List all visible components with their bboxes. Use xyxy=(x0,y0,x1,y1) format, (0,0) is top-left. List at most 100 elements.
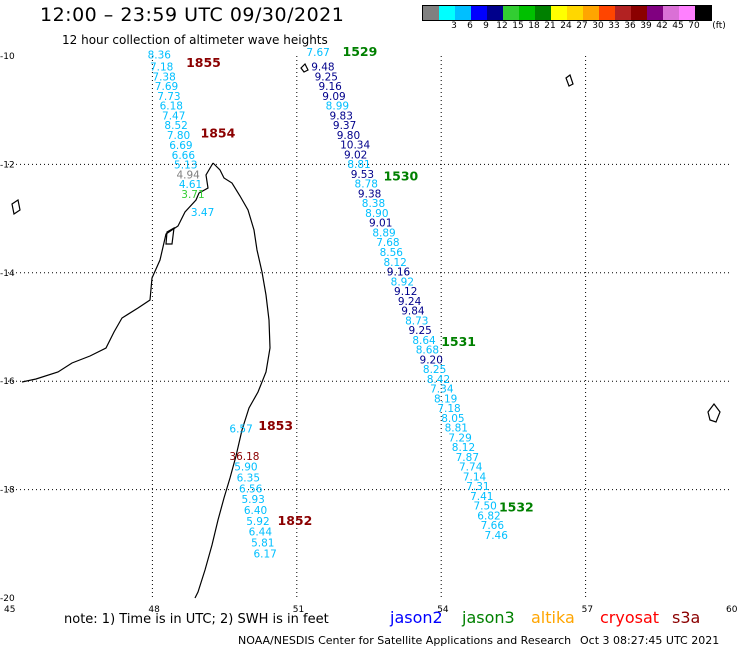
jason3-swh-value[interactable]: 8.92 xyxy=(391,276,414,288)
jason3-swh-value[interactable]: 6.82 xyxy=(477,510,500,522)
lon-tick-label: 48 xyxy=(148,605,160,615)
cryosat-swh-value[interactable]: 6.18 xyxy=(160,101,183,113)
jason3-swh-value[interactable]: 9.84 xyxy=(401,306,425,318)
jason3-swh-value[interactable]: 8.90 xyxy=(365,208,388,220)
cryosat-swh-value[interactable]: 7.47 xyxy=(162,110,185,122)
lat-lon-grid xyxy=(8,56,730,598)
jason3-swh-value[interactable]: 9.02 xyxy=(344,149,367,161)
jason3-swh-value[interactable]: 9.80 xyxy=(337,130,360,142)
jason3-swh-value[interactable]: 7.50 xyxy=(473,501,496,513)
cryosat-swh-value[interactable]: 5.13 xyxy=(174,160,197,172)
cryosat-swh-value[interactable]: 5.81 xyxy=(251,538,274,550)
jason3-swh-value[interactable]: 8.78 xyxy=(355,179,378,191)
jason3-swh-value[interactable]: 8.05 xyxy=(441,413,464,425)
cryosat-swh-value[interactable]: 6.69 xyxy=(169,140,192,152)
color-swatch-label: 9 xyxy=(483,21,489,31)
cryosat-swh-value[interactable]: 6.66 xyxy=(172,150,196,162)
jason3-swh-value[interactable]: 7.18 xyxy=(437,403,460,415)
color-swatch xyxy=(503,6,519,20)
cryosat-swh-value[interactable]: 5.93 xyxy=(241,494,264,506)
lat-tick-label: -14 xyxy=(0,269,15,279)
cryosat-swh-value[interactable]: 7.38 xyxy=(152,71,175,83)
cryosat-swh-value[interactable]: 5.92 xyxy=(246,516,269,528)
color-swatch xyxy=(519,6,535,20)
jason3-swh-value[interactable]: 9.48 xyxy=(311,62,334,74)
jason3-swh-value[interactable]: 7.14 xyxy=(463,471,487,483)
jason3-swh-value[interactable]: 8.89 xyxy=(372,227,395,239)
jason3-swh-value[interactable]: 9.16 xyxy=(318,81,342,93)
jason3-swh-value[interactable]: 9.12 xyxy=(394,286,417,298)
jason3-swh-value[interactable]: 7.41 xyxy=(470,491,493,503)
jason3-swh-value[interactable]: 7.74 xyxy=(459,462,483,474)
cryosat-swh-value[interactable]: 3.71 xyxy=(181,189,204,201)
cryosat-swh-value[interactable]: 7.73 xyxy=(157,91,180,103)
cryosat-swh-value[interactable]: 7.80 xyxy=(167,130,190,142)
jason3-swh-value[interactable]: 8.12 xyxy=(452,442,475,454)
jason3-swh-value[interactable]: 10.34 xyxy=(340,140,370,152)
color-swatch-label: 27 xyxy=(576,21,588,31)
cryosat-swh-value[interactable]: 8.36 xyxy=(148,50,172,62)
jason3-swh-value[interactable]: 7.67 xyxy=(306,47,329,59)
jason3-swh-value[interactable]: 7.46 xyxy=(485,530,509,542)
jason3-swh-value[interactable]: 7.29 xyxy=(448,432,471,444)
pass-time-label: 1855 xyxy=(186,55,221,70)
color-swatch xyxy=(535,6,551,20)
jason3-swh-value[interactable]: 9.25 xyxy=(408,325,431,337)
cryosat-swh-value[interactable]: 7.18 xyxy=(150,62,173,74)
color-swatch-label: 24 xyxy=(560,21,572,31)
jason3-swh-value[interactable]: 9.24 xyxy=(398,296,422,308)
cryosat-swh-value[interactable]: 3.47 xyxy=(191,207,214,219)
cryosat-swh-value[interactable]: 4.61 xyxy=(179,179,202,191)
jason3-swh-value[interactable]: 9.37 xyxy=(333,120,356,132)
color-swatch xyxy=(423,6,439,20)
jason3-swh-value[interactable]: 9.25 xyxy=(315,71,338,83)
jason3-swh-value[interactable]: 8.38 xyxy=(362,198,385,210)
color-swatch xyxy=(455,6,471,20)
cryosat-swh-value[interactable]: 6.57 xyxy=(229,424,252,436)
cryosat-swh-value[interactable]: 36.18 xyxy=(229,451,259,463)
jason3-swh-value[interactable]: 8.19 xyxy=(434,393,457,405)
jason3-swh-value[interactable]: 9.16 xyxy=(387,267,411,279)
jason3-swh-value[interactable]: 9.83 xyxy=(330,110,353,122)
jason3-swh-value[interactable]: 7.66 xyxy=(481,520,505,532)
jason3-swh-value[interactable]: 8.12 xyxy=(383,257,406,269)
cryosat-swh-value[interactable]: 7.69 xyxy=(155,81,178,93)
cryosat-swh-value[interactable]: 6.40 xyxy=(244,505,267,517)
jason3-swh-value[interactable]: 8.99 xyxy=(326,101,349,113)
cryosat-swh-value[interactable]: 6.35 xyxy=(237,472,260,484)
cryosat-swh-value[interactable]: 6.56 xyxy=(239,483,263,495)
color-swatch-label: 3 xyxy=(451,21,457,31)
jason3-swh-value[interactable]: 9.53 xyxy=(351,169,374,181)
color-swatch xyxy=(631,6,647,20)
jason3-swh-value[interactable]: 8.81 xyxy=(445,423,468,435)
cryosat-swh-value[interactable]: 8.52 xyxy=(164,120,187,132)
jason3-swh-value[interactable]: 9.38 xyxy=(358,188,381,200)
jason3-swh-value[interactable]: 8.73 xyxy=(405,315,428,327)
jason3-swh-value[interactable]: 7.34 xyxy=(430,384,454,396)
color-swatch-label: 70 xyxy=(688,21,700,31)
jason3-swh-value[interactable]: 8.25 xyxy=(423,364,446,376)
jason3-swh-value[interactable]: 8.42 xyxy=(427,374,450,386)
lon-tick-label: 60 xyxy=(726,605,738,615)
cryosat-swh-value[interactable]: 6.17 xyxy=(253,548,276,560)
satellite-legend-jason3: jason3 xyxy=(462,608,515,627)
pass-time-label: 1529 xyxy=(343,44,378,59)
color-swatch-label: 18 xyxy=(528,21,540,31)
color-swatch xyxy=(615,6,631,20)
color-swatch xyxy=(471,6,487,20)
jason3-swh-value[interactable]: 7.68 xyxy=(376,237,399,249)
jason3-swh-value[interactable]: 8.56 xyxy=(380,247,404,259)
jason3-swh-value[interactable]: 8.68 xyxy=(416,345,439,357)
jason3-swh-value[interactable]: 9.09 xyxy=(322,91,345,103)
jason3-swh-value[interactable]: 8.64 xyxy=(412,335,436,347)
jason3-swh-value[interactable]: 7.31 xyxy=(466,481,489,493)
jason3-swh-value[interactable]: 7.87 xyxy=(456,452,479,464)
jason3-swh-value[interactable]: 9.20 xyxy=(420,354,443,366)
jason3-swh-value[interactable]: 8.81 xyxy=(347,159,370,171)
jason3-swh-value[interactable]: 9.01 xyxy=(369,218,392,230)
cryosat-swh-value[interactable]: 4.94 xyxy=(176,169,200,181)
cryosat-swh-value[interactable]: 6.44 xyxy=(249,527,273,539)
cryosat-swh-value[interactable]: 5.90 xyxy=(234,462,257,474)
color-swatch-label: 39 xyxy=(640,21,652,31)
